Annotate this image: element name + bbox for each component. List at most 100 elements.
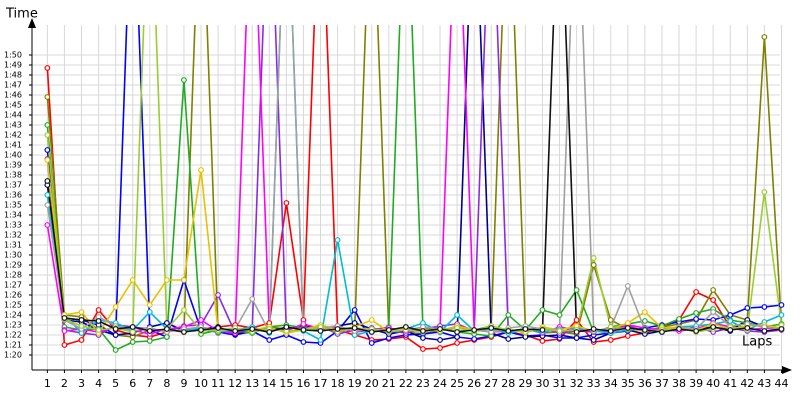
y-tick-label: 1:28	[4, 271, 22, 280]
data-point	[727, 318, 734, 324]
y-tick-label: 1:20	[4, 351, 22, 360]
data-point	[95, 327, 102, 333]
y-tick-label: 1:26	[4, 291, 22, 300]
data-point	[727, 327, 734, 333]
data-point	[437, 345, 443, 351]
data-point	[146, 338, 153, 344]
data-point	[146, 302, 153, 308]
data-point	[249, 326, 256, 332]
x-tick-label: 4	[95, 377, 102, 390]
x-tick-label: 34	[604, 377, 618, 390]
y-tick-label: 1:37	[4, 181, 22, 190]
data-point	[761, 328, 768, 334]
x-tick-label: 32	[570, 377, 584, 390]
data-point	[181, 307, 187, 313]
y-tick-label: 1:34	[4, 211, 22, 220]
x-tick-label: 23	[416, 377, 430, 390]
x-axis-arrow	[782, 366, 792, 374]
data-point	[181, 77, 187, 83]
data-point	[317, 328, 324, 334]
data-point	[198, 317, 204, 323]
data-point	[454, 340, 460, 346]
data-point	[437, 326, 443, 332]
data-point	[78, 337, 85, 343]
data-point	[283, 200, 290, 206]
x-tick-label: 11	[211, 377, 225, 390]
data-point	[624, 325, 631, 331]
data-point	[146, 328, 153, 334]
x-tick-label: 30	[535, 377, 549, 390]
y-tick-label: 1:22	[4, 331, 22, 340]
y-tick-label: 1:45	[4, 101, 22, 110]
data-point	[44, 202, 51, 208]
x-tick-label: 7	[146, 377, 153, 390]
y-tick-label: 1:29	[4, 261, 22, 270]
y-tick-label: 1:44	[4, 111, 22, 120]
x-tick-label: 31	[553, 377, 567, 390]
x-tick-label: 14	[262, 377, 276, 390]
data-point	[44, 132, 51, 138]
data-point	[95, 318, 102, 324]
data-point	[761, 189, 768, 195]
y-tick-label: 1:49	[4, 61, 22, 70]
data-point	[471, 336, 478, 342]
data-point	[778, 326, 785, 332]
data-point	[249, 296, 256, 302]
data-point	[129, 324, 136, 330]
data-point	[710, 324, 717, 330]
data-point	[317, 337, 324, 343]
y-tick-label: 1:21	[4, 341, 22, 350]
series-layer	[44, 25, 785, 353]
data-point	[44, 222, 51, 228]
data-point	[761, 304, 768, 310]
x-tick-label: 3	[78, 377, 85, 390]
x-tick-label: 8	[163, 377, 170, 390]
data-point	[198, 327, 204, 333]
data-point	[590, 326, 597, 332]
x-tick-label: 28	[501, 377, 515, 390]
data-point	[641, 318, 648, 324]
data-point	[61, 342, 68, 348]
y-tick-label: 1:48	[4, 71, 22, 80]
data-point	[163, 326, 170, 332]
data-point	[112, 332, 119, 338]
ticks: 1:201:211:221:231:241:251:261:271:281:29…	[4, 51, 788, 391]
data-point	[78, 309, 85, 315]
data-point	[556, 328, 563, 334]
data-point	[624, 283, 631, 289]
data-point	[607, 337, 614, 343]
y-tick-label: 1:24	[4, 311, 22, 320]
x-tick-label: 42	[740, 377, 754, 390]
data-point	[334, 237, 341, 243]
x-tick-label: 29	[518, 377, 532, 390]
data-point	[693, 310, 700, 316]
x-tick-label: 27	[484, 377, 498, 390]
x-tick-label: 26	[467, 377, 481, 390]
data-point	[607, 328, 614, 334]
data-point	[44, 94, 51, 100]
x-tick-label: 13	[245, 377, 259, 390]
data-point	[727, 312, 734, 318]
y-tick-label: 1:41	[4, 141, 22, 150]
data-point	[95, 307, 102, 313]
data-point	[420, 328, 426, 334]
x-tick-label: 24	[433, 377, 447, 390]
data-point	[385, 327, 392, 333]
data-point	[539, 327, 546, 333]
data-point	[573, 287, 580, 293]
data-point	[624, 333, 631, 339]
x-tick-label: 12	[228, 377, 242, 390]
y-tick-label: 1:50	[4, 51, 22, 60]
x-tick-label: 33	[587, 377, 601, 390]
data-point	[676, 326, 682, 332]
data-point	[505, 312, 512, 318]
data-point	[300, 339, 307, 345]
x-tick-label: 40	[706, 377, 720, 390]
data-point	[163, 320, 170, 326]
y-tick-label: 1:35	[4, 201, 22, 210]
data-point	[215, 292, 221, 298]
data-point	[573, 317, 580, 323]
data-point	[676, 316, 682, 322]
data-point	[368, 340, 375, 346]
y-axis-arrow	[28, 18, 36, 28]
